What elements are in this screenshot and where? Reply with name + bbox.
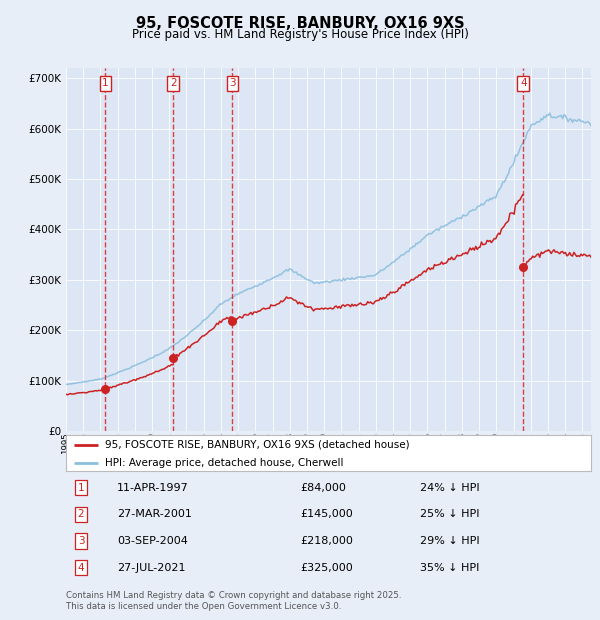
Text: 29% ↓ HPI: 29% ↓ HPI [420, 536, 479, 546]
Text: 1: 1 [77, 482, 85, 493]
Text: Contains HM Land Registry data © Crown copyright and database right 2025.
This d: Contains HM Land Registry data © Crown c… [66, 591, 401, 611]
Text: Price paid vs. HM Land Registry's House Price Index (HPI): Price paid vs. HM Land Registry's House … [131, 28, 469, 41]
Text: 03-SEP-2004: 03-SEP-2004 [117, 536, 188, 546]
Text: 27-JUL-2021: 27-JUL-2021 [117, 562, 185, 573]
Text: 35% ↓ HPI: 35% ↓ HPI [420, 562, 479, 573]
Text: 2: 2 [77, 509, 85, 520]
Text: 4: 4 [77, 562, 85, 573]
Text: 2: 2 [170, 78, 177, 88]
Text: 1: 1 [102, 78, 109, 88]
Text: £325,000: £325,000 [300, 562, 353, 573]
Text: 27-MAR-2001: 27-MAR-2001 [117, 509, 192, 520]
Text: £145,000: £145,000 [300, 509, 353, 520]
Text: 3: 3 [77, 536, 85, 546]
Text: HPI: Average price, detached house, Cherwell: HPI: Average price, detached house, Cher… [106, 458, 344, 467]
Text: 95, FOSCOTE RISE, BANBURY, OX16 9XS (detached house): 95, FOSCOTE RISE, BANBURY, OX16 9XS (det… [106, 440, 410, 450]
Text: 95, FOSCOTE RISE, BANBURY, OX16 9XS: 95, FOSCOTE RISE, BANBURY, OX16 9XS [136, 16, 464, 30]
Text: 4: 4 [520, 78, 527, 88]
Text: £218,000: £218,000 [300, 536, 353, 546]
Text: £84,000: £84,000 [300, 482, 346, 493]
Text: 11-APR-1997: 11-APR-1997 [117, 482, 189, 493]
Text: 3: 3 [229, 78, 236, 88]
Text: 25% ↓ HPI: 25% ↓ HPI [420, 509, 479, 520]
Text: 24% ↓ HPI: 24% ↓ HPI [420, 482, 479, 493]
